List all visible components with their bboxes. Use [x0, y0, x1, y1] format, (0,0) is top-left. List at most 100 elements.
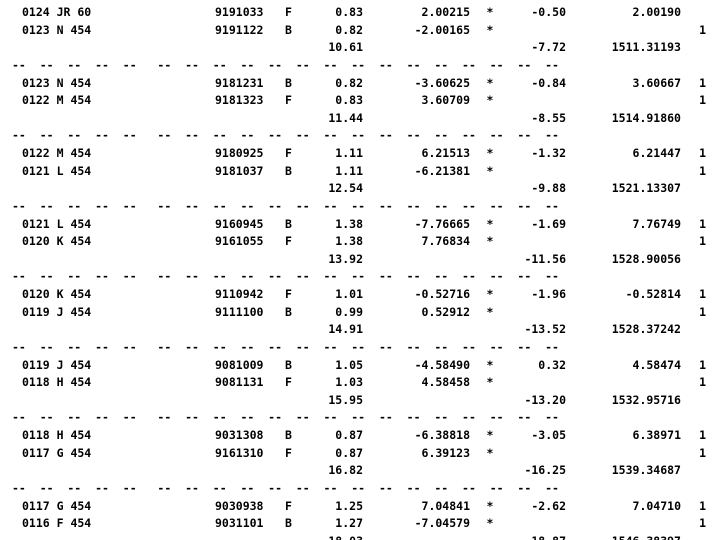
- code: 9081009: [215, 357, 264, 372]
- ratio: 1.38: [335, 216, 363, 231]
- separator: -- -- -- -- -- -- -- -- -- -- -- -- -- -…: [12, 339, 559, 354]
- flag: F: [285, 287, 292, 301]
- separator: -- -- -- -- -- -- -- -- -- -- -- -- -- -…: [12, 269, 559, 284]
- value: 2.00215: [421, 5, 470, 19]
- flag: B: [285, 428, 292, 442]
- diff: -3.05: [531, 428, 566, 442]
- code: 9031308: [215, 428, 264, 442]
- code: 9030938: [215, 498, 264, 513]
- code: 9191033: [215, 5, 264, 19]
- total-diff: -13.20: [524, 392, 566, 407]
- count: 1: [699, 22, 706, 37]
- flag: B: [285, 357, 292, 372]
- abs: 3.60667: [632, 75, 681, 90]
- count: 1: [699, 445, 706, 460]
- count: 1: [699, 234, 706, 249]
- ratio: 0.83: [335, 5, 363, 19]
- abs: 4.58474: [632, 357, 681, 372]
- ratio: 1.05: [335, 357, 363, 372]
- diff: 0.32: [538, 357, 566, 372]
- total-ratio: 15.95: [328, 392, 363, 407]
- diff: -2.62: [531, 498, 566, 513]
- value: -2.00165: [414, 22, 470, 37]
- total-abs: 1539.34687: [611, 463, 681, 478]
- star: *: [486, 22, 494, 37]
- abs: 2.00190: [632, 5, 681, 19]
- ratio: 1.11: [335, 163, 363, 178]
- code: 9161055: [215, 234, 264, 249]
- count: 1: [699, 428, 706, 442]
- total-diff: -7.72: [531, 40, 566, 55]
- flag: F: [285, 445, 292, 460]
- flag: B: [285, 22, 292, 37]
- total-ratio: 10.61: [328, 40, 363, 55]
- station: 0122 M 454: [22, 93, 92, 108]
- star: *: [486, 304, 494, 319]
- code: 9111100: [215, 304, 264, 319]
- flag: B: [285, 304, 292, 319]
- count: 1: [699, 287, 706, 301]
- flag: F: [285, 375, 292, 390]
- star: *: [486, 5, 494, 19]
- ratio: 0.82: [335, 22, 363, 37]
- value: 3.60709: [421, 93, 470, 108]
- separator: -- -- -- -- -- -- -- -- -- -- -- -- -- -…: [12, 57, 559, 72]
- abs: 6.38971: [632, 428, 681, 442]
- station: 0122 M 454: [22, 146, 92, 160]
- count: 1: [699, 498, 706, 513]
- station: 0120 K 454: [22, 234, 92, 249]
- ratio: 1.27: [335, 516, 363, 531]
- station: 0118 H 454: [22, 375, 92, 390]
- code: 9160945: [215, 216, 264, 231]
- separator: -- -- -- -- -- -- -- -- -- -- -- -- -- -…: [12, 410, 559, 425]
- value: -4.58490: [414, 357, 470, 372]
- star: *: [486, 216, 494, 231]
- star: *: [486, 498, 494, 513]
- value: -6.21381: [414, 163, 470, 178]
- code: 9110942: [215, 287, 264, 301]
- total-abs: 1511.31193: [611, 40, 681, 55]
- station: 0121 L 454: [22, 216, 92, 231]
- code: 9181231: [215, 75, 264, 90]
- count: 1: [699, 146, 706, 160]
- flag: F: [285, 498, 292, 513]
- station: 0124 JR 60: [22, 5, 92, 19]
- total-ratio: 18.03: [328, 534, 363, 540]
- count: 1: [699, 93, 706, 108]
- abs: 7.76749: [632, 216, 681, 231]
- station: 0119 J 454: [22, 357, 92, 372]
- total-abs: 1546.38397: [612, 534, 681, 540]
- abs: -0.52814: [625, 287, 681, 301]
- total-diff: -18.87: [524, 534, 566, 540]
- code: 9180925: [215, 146, 264, 160]
- total-ratio: 11.44: [328, 110, 363, 125]
- total-diff: -11.56: [524, 251, 566, 266]
- total-diff: -9.88: [531, 181, 566, 196]
- flag: B: [285, 516, 292, 531]
- count: 1: [699, 75, 706, 90]
- total-ratio: 14.91: [328, 322, 363, 337]
- value: 4.58458: [421, 375, 470, 390]
- flag: B: [285, 75, 292, 90]
- code: 9161310: [215, 445, 264, 460]
- abs: 6.21447: [632, 146, 681, 160]
- code: 9031101: [215, 516, 264, 531]
- value: -7.04579: [414, 516, 470, 531]
- ratio: 0.87: [335, 445, 363, 460]
- total-ratio: 13.92: [328, 251, 363, 266]
- flag: F: [285, 93, 292, 108]
- total-abs: 1528.37242: [611, 322, 681, 337]
- value: -6.38818: [414, 428, 470, 442]
- value: 6.21513: [421, 146, 470, 160]
- count: 1: [699, 516, 706, 531]
- count: 1: [699, 216, 706, 231]
- star: *: [486, 357, 494, 372]
- station: 0118 H 454: [22, 428, 92, 442]
- total-diff: -8.55: [531, 110, 566, 125]
- total-abs: 1514.91860: [611, 110, 681, 125]
- station: 0119 J 454: [22, 304, 92, 319]
- flag: F: [285, 146, 292, 160]
- ratio: 1.25: [335, 498, 363, 513]
- value: -0.52716: [414, 287, 470, 301]
